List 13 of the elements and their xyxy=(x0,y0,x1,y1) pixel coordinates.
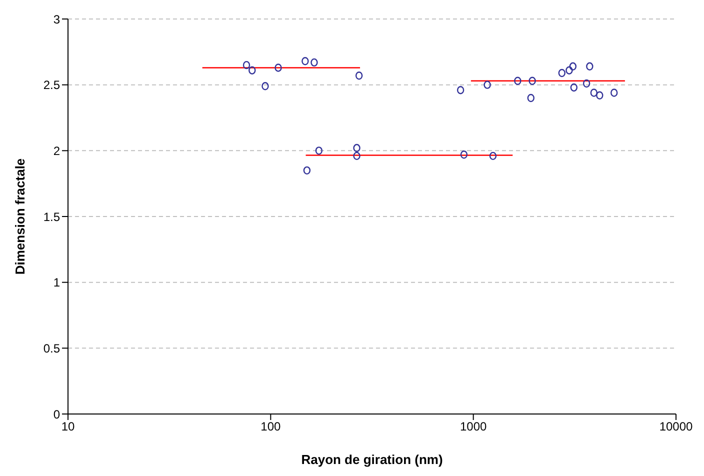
y-tick-label: 1 xyxy=(53,276,60,290)
x-tick-label: 1000 xyxy=(460,420,488,434)
y-tick-label: 1.5 xyxy=(43,210,60,224)
x-tick-label: 10 xyxy=(61,420,75,434)
x-tick-label: 100 xyxy=(260,420,281,434)
y-tick-label: 0.5 xyxy=(43,341,60,356)
y-tick-label: 2.5 xyxy=(43,78,60,92)
y-tick-label: 3 xyxy=(53,12,60,26)
y-tick-label: 0 xyxy=(53,407,60,422)
y-axis-title: Dimension fractale xyxy=(12,158,28,275)
y-tick-label: 2 xyxy=(53,144,60,158)
x-tick-label: 10000 xyxy=(659,420,694,434)
x-axis-title: Rayon de giration (nm) xyxy=(301,452,443,467)
